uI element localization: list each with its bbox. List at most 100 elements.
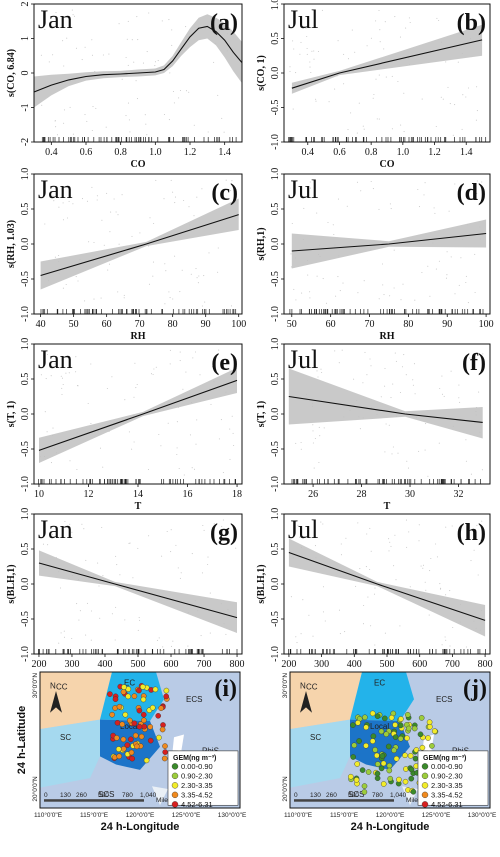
- residual-point: [292, 40, 294, 42]
- residual-point: [300, 41, 302, 43]
- gem-point: [398, 716, 404, 722]
- residual-point: [63, 122, 65, 124]
- residual-point: [158, 637, 160, 639]
- residual-point: [195, 268, 197, 270]
- x-axis-title: RH: [380, 331, 395, 342]
- residual-point: [333, 233, 335, 236]
- residual-point: [441, 375, 443, 377]
- residual-point: [362, 623, 365, 625]
- smooth-fit-line: [288, 395, 483, 423]
- residual-point: [446, 251, 448, 253]
- lon-tick-label: 120°0'0"E: [126, 811, 155, 819]
- gem-point: [408, 766, 415, 773]
- residual-point: [152, 261, 155, 263]
- residual-point: [447, 86, 449, 88]
- x-tick-label: 1.4: [218, 147, 231, 158]
- residual-point: [458, 384, 460, 386]
- residual-point: [179, 577, 181, 579]
- x-tick-label: 60: [102, 319, 112, 330]
- residual-point: [448, 210, 450, 212]
- residual-point: [172, 298, 174, 300]
- residual-point: [177, 567, 179, 569]
- residual-point: [232, 432, 234, 434]
- gam-panel-c: 40 50 60 70 80 90 100 -1.0 -0.5 0.0 0.5 1.0 RH s(RH, …: [6, 168, 246, 342]
- residual-point: [217, 94, 219, 96]
- residual-point: [441, 393, 444, 395]
- residual-point: [314, 437, 316, 440]
- residual-point: [113, 198, 115, 200]
- gem-point: [374, 770, 381, 777]
- residual-point: [402, 283, 404, 285]
- residual-point: [406, 460, 408, 462]
- residual-point: [473, 549, 475, 551]
- gem-point: [112, 696, 119, 703]
- residual-point: [347, 58, 350, 60]
- y-tick-label: -0.5: [20, 611, 31, 627]
- gem-point: [386, 767, 393, 774]
- residual-point: [124, 399, 126, 401]
- region-label: EC: [124, 679, 135, 688]
- residual-point: [87, 402, 89, 405]
- residual-point: [384, 632, 386, 634]
- x-tick-label: 600: [412, 659, 427, 670]
- residual-point: [179, 360, 181, 362]
- gem-point: [386, 762, 393, 769]
- residual-point: [156, 639, 159, 641]
- residual-point: [84, 300, 86, 302]
- residual-point: [62, 219, 65, 221]
- residual-point: [200, 635, 202, 637]
- residual-point: [310, 71, 312, 74]
- x-tick-label: 60: [326, 319, 336, 330]
- residual-point: [476, 110, 478, 112]
- scale-label: 0: [294, 792, 298, 799]
- residual-point: [465, 275, 467, 277]
- legend-swatch: [171, 791, 179, 799]
- gem-point: [162, 749, 168, 755]
- residual-point: [378, 208, 380, 210]
- gem-point: [136, 687, 142, 694]
- x-tick-label: 0.6: [80, 147, 93, 158]
- residual-point: [178, 467, 180, 470]
- residual-point: [111, 376, 113, 378]
- gem-point: [372, 747, 378, 753]
- residual-point: [127, 20, 129, 22]
- x-tick-label: 50: [69, 319, 79, 330]
- residual-point: [150, 373, 153, 375]
- residual-point: [144, 114, 146, 116]
- residual-point: [191, 467, 193, 469]
- residual-point: [436, 556, 439, 558]
- residual-point: [439, 583, 441, 585]
- residual-point: [96, 195, 98, 197]
- residual-point: [385, 423, 387, 425]
- lat-tick-label: 30°0'0"N: [31, 673, 39, 699]
- residual-point: [363, 280, 365, 282]
- gem-point: [429, 743, 435, 749]
- residual-point: [395, 579, 397, 581]
- residual-point: [314, 545, 317, 547]
- residual-point: [388, 538, 390, 540]
- x-tick-label: 800: [478, 659, 493, 670]
- residual-point: [475, 119, 477, 121]
- residual-point: [41, 104, 43, 106]
- residual-point: [390, 208, 392, 210]
- residual-point: [384, 21, 386, 23]
- x-axis-title: T: [384, 501, 391, 512]
- residual-point: [366, 533, 368, 535]
- gam-panel-d: 50 60 70 80 90 100 -1.0 -0.5 0.0 0.5 1.0 RH s(RH,1) J…: [256, 168, 494, 342]
- residual-point: [61, 387, 63, 389]
- residual-point: [403, 131, 405, 133]
- residual-point: [397, 80, 399, 83]
- residual-point: [392, 383, 394, 385]
- residual-point: [391, 75, 393, 77]
- residual-point: [78, 619, 80, 621]
- region-label: ECS: [186, 695, 202, 704]
- y-tick-label: 0.5: [270, 203, 281, 216]
- gam-panel-b: 0.4 0.6 0.8 1.0 1.2 1.4-1.0-0.50.00.51.0COs(C…: [256, 0, 491, 170]
- residual-point: [107, 269, 109, 271]
- month-label: Jul: [288, 175, 318, 204]
- map-panel-i: CCECECSSCLocalTWPhiSSCSN01302605207801,0…: [16, 671, 247, 833]
- x-tick-label: 16: [183, 489, 193, 500]
- smooth-fit-line: [291, 39, 483, 89]
- gem-point: [379, 753, 386, 759]
- residual-point: [175, 544, 177, 546]
